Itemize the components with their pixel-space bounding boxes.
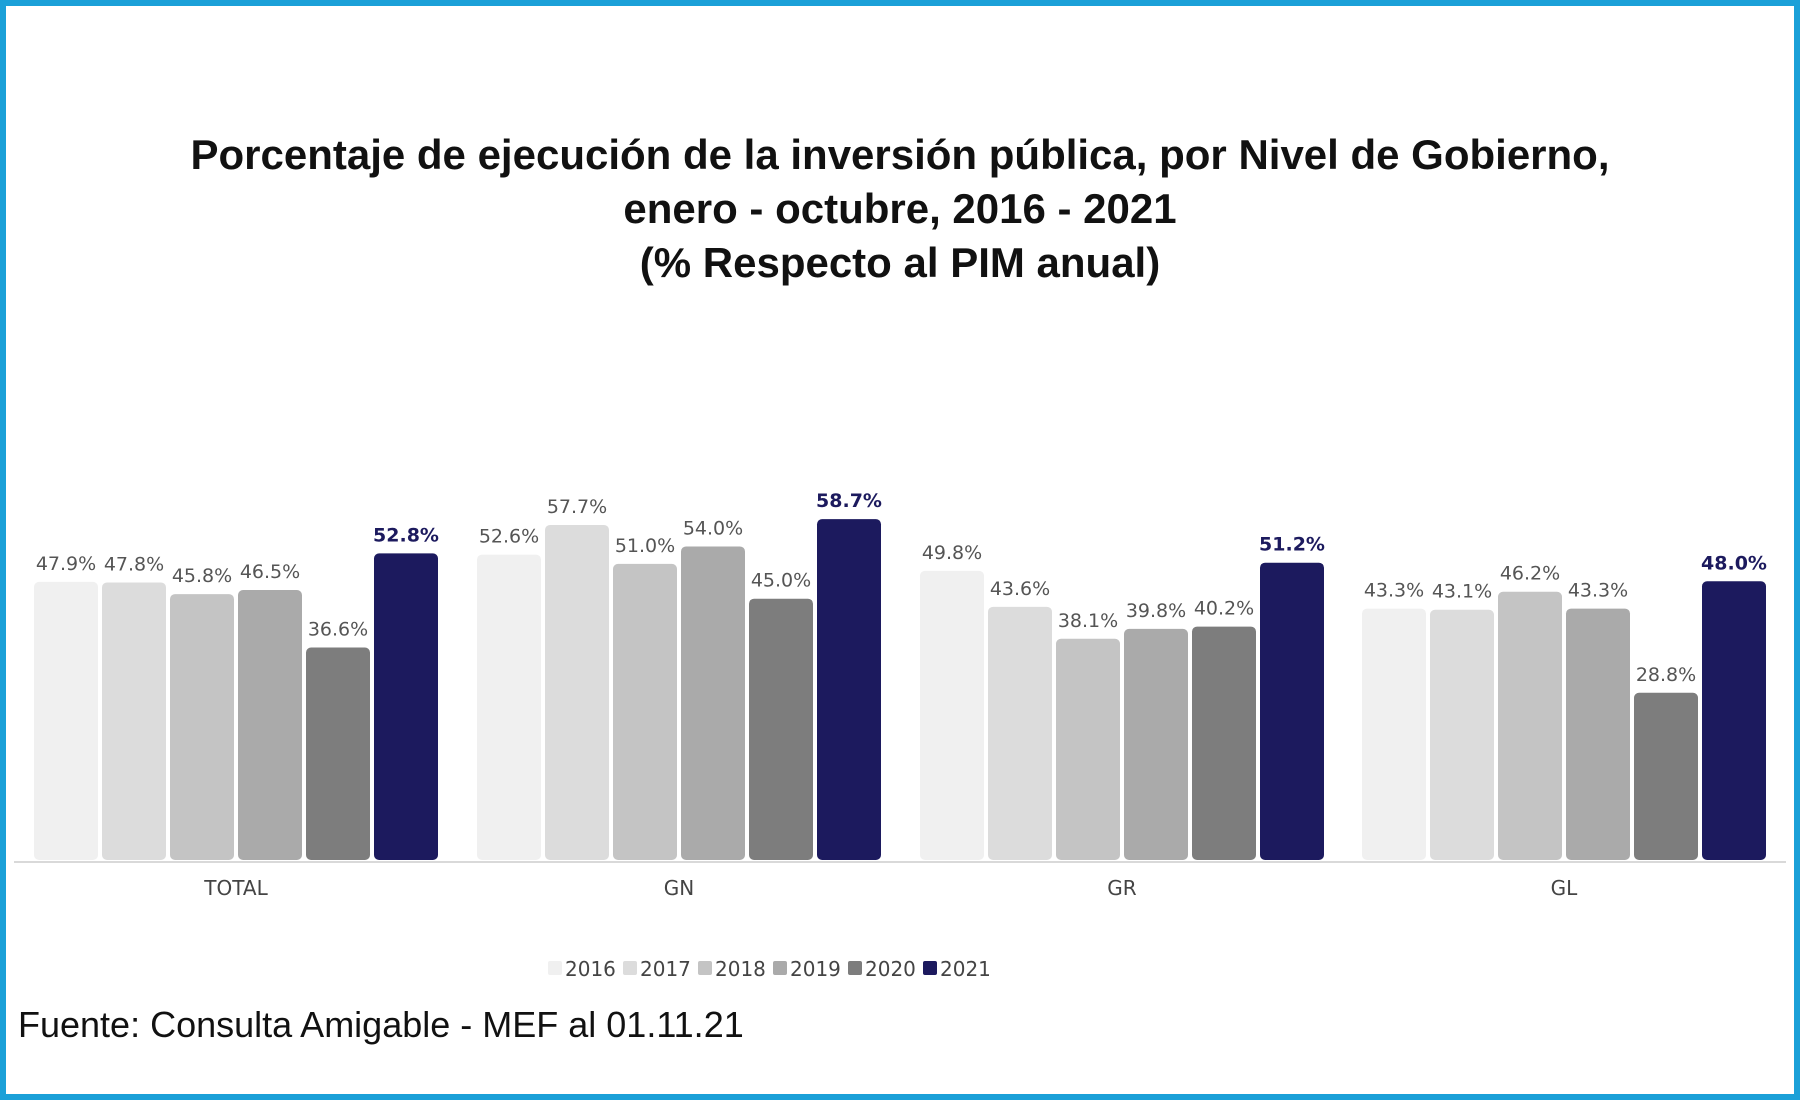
chart-subtitle-unit: (% Respecto al PIM anual): [639, 239, 1161, 286]
bar-gl-2017: [1430, 609, 1494, 860]
legend-swatch-2017: [623, 961, 637, 975]
data-label-gn-2020: 45.0%: [751, 570, 811, 592]
bar-gn-2016: [477, 554, 541, 860]
data-label-gr-2020: 40.2%: [1194, 598, 1254, 620]
data-label-total-2016: 47.9%: [36, 553, 96, 575]
data-label-gr-2019: 39.8%: [1126, 600, 1186, 622]
legend-label-2018: 2018: [715, 957, 766, 981]
category-label-gl: GL: [1551, 876, 1578, 900]
data-label-gr-2016: 49.8%: [922, 542, 982, 564]
data-label-gr-2021: 51.2%: [1259, 534, 1325, 556]
data-label-gl-2019: 43.3%: [1568, 580, 1628, 602]
legend-label-2017: 2017: [640, 957, 691, 981]
bar-total-2021: [374, 553, 438, 860]
source-note: Fuente: Consulta Amigable - MEF al 01.11…: [18, 1004, 744, 1045]
data-label-gr-2017: 43.6%: [990, 578, 1050, 600]
data-label-gl-2017: 43.1%: [1432, 581, 1492, 603]
data-label-total-2020: 36.6%: [308, 618, 368, 640]
bar-gn-2020: [749, 598, 813, 860]
data-label-gn-2017: 57.7%: [547, 496, 607, 518]
category-labels: TOTAL GN GR GL: [203, 876, 1578, 900]
bar-gr-2020: [1192, 626, 1256, 860]
bar-total-2020: [306, 647, 370, 860]
data-label-gn-2021: 58.7%: [816, 490, 882, 512]
bar-gl-2021: [1702, 581, 1766, 860]
data-label-gl-2016: 43.3%: [1364, 580, 1424, 602]
bars-layer: 47.9% 47.8% 45.8% 46.5% 36.6% 52.8% 52.6% 57.7%…: [34, 490, 1767, 860]
category-label-total: TOTAL: [203, 876, 268, 900]
bar-gr-2017: [988, 606, 1052, 860]
chart-title-block: Porcentaje de ejecución de la inversión …: [0, 128, 1800, 290]
data-label-gn-2019: 54.0%: [683, 517, 743, 539]
data-label-total-2021: 52.8%: [373, 524, 439, 546]
legend-label-2016: 2016: [565, 957, 616, 981]
data-label-gl-2018: 46.2%: [1500, 563, 1560, 585]
data-label-gl-2021: 48.0%: [1701, 552, 1767, 574]
bar-gr-2019: [1124, 628, 1188, 860]
bar-total-2017: [102, 582, 166, 860]
data-label-total-2017: 47.8%: [104, 553, 164, 575]
legend-swatch-2020: [848, 961, 862, 975]
data-label-total-2019: 46.5%: [240, 561, 300, 583]
data-label-gn-2018: 51.0%: [615, 535, 675, 557]
bar-gl-2016: [1362, 608, 1426, 860]
bar-gn-2019: [681, 546, 745, 860]
chart-subtitle: enero - octubre, 2016 - 2021: [623, 185, 1177, 232]
bar-total-2016: [34, 581, 98, 860]
data-label-gl-2020: 28.8%: [1636, 664, 1696, 686]
category-label-gn: GN: [664, 876, 694, 900]
data-label-total-2018: 45.8%: [172, 565, 232, 587]
bar-total-2018: [170, 594, 234, 860]
legend-label-2019: 2019: [790, 957, 841, 981]
bar-gl-2019: [1566, 608, 1630, 860]
data-label-gr-2018: 38.1%: [1058, 610, 1118, 632]
bar-gn-2021: [817, 519, 881, 860]
bar-gr-2018: [1056, 638, 1120, 860]
legend-swatch-2018: [698, 961, 712, 975]
bar-gr-2016: [920, 570, 984, 860]
bar-total-2019: [238, 590, 302, 860]
legend-label-2021: 2021: [940, 957, 991, 981]
legend-swatch-2021: [923, 961, 937, 975]
legend: 2016 2017 2018 2019 2020 2021: [548, 957, 991, 981]
legend-swatch-2016: [548, 961, 562, 975]
chart-title: Porcentaje de ejecución de la inversión …: [190, 131, 1610, 178]
bar-gl-2018: [1498, 591, 1562, 860]
data-label-gn-2016: 52.6%: [479, 526, 539, 548]
category-label-gr: GR: [1107, 876, 1136, 900]
legend-swatch-2019: [773, 961, 787, 975]
bar-gr-2021: [1260, 562, 1324, 860]
legend-label-2020: 2020: [865, 957, 916, 981]
bar-gn-2018: [613, 563, 677, 860]
bar-gl-2020: [1634, 692, 1698, 860]
bar-gn-2017: [545, 524, 609, 860]
